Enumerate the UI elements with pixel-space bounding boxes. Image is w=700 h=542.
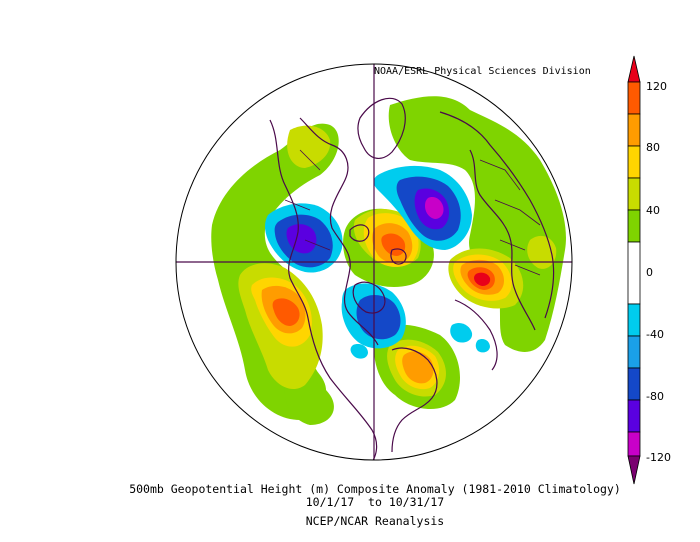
colorbar-seg-40 bbox=[627, 209, 641, 243]
colorbar-seg-120 bbox=[627, 81, 641, 115]
map-title: 500mb Geopotential Height (m) Composite … bbox=[129, 482, 621, 496]
credit-label: NOAA/ESRL Physical Sciences Division bbox=[374, 66, 591, 77]
colorbar-seg-80 bbox=[627, 145, 641, 179]
colorbar-tick-label: -80 bbox=[646, 390, 664, 403]
colorbar-seg-100 bbox=[627, 113, 641, 147]
coast-greenland bbox=[357, 97, 406, 159]
anomaly-magenta-europe bbox=[425, 196, 444, 219]
colorbar-tick-label: -40 bbox=[646, 328, 664, 341]
anomaly-yellowgreen-northwest bbox=[287, 125, 331, 168]
colorbar-seg-0 bbox=[627, 241, 641, 305]
colorbar-seg-neg100 bbox=[627, 431, 641, 457]
map-source: NCEP/NCAR Reanalysis bbox=[305, 514, 445, 528]
colorbar-tick-label: 80 bbox=[646, 141, 660, 154]
colorbar-tick-label: 0 bbox=[646, 266, 653, 279]
colorbar-tick-label: 40 bbox=[646, 204, 660, 217]
colorbar bbox=[627, 55, 641, 485]
anomaly-blue-center bbox=[356, 294, 401, 340]
political-borders bbox=[284, 149, 541, 276]
colorbar-seg-neg40 bbox=[627, 335, 641, 369]
coast-europe-asia bbox=[439, 111, 555, 331]
colorbar-arrow-bottom bbox=[627, 455, 641, 485]
colorbar-arrow-top bbox=[627, 55, 641, 83]
colorbar-tick-label: -120 bbox=[646, 451, 671, 464]
coast-africa bbox=[454, 299, 498, 371]
anomaly-field bbox=[211, 96, 566, 425]
coastlines bbox=[269, 97, 555, 460]
colorbar-tick-label: 120 bbox=[646, 80, 667, 93]
coast-south-america bbox=[391, 347, 438, 453]
globe-border bbox=[175, 63, 573, 461]
colorbar-seg-neg20 bbox=[627, 303, 641, 337]
anomaly-red-east bbox=[474, 272, 491, 286]
anomaly-darkorange-pacific bbox=[272, 298, 300, 326]
anomaly-lightblue-small2 bbox=[475, 338, 490, 353]
anomaly-lightblue-small1 bbox=[450, 322, 473, 343]
map-date-range: 10/1/17 to 10/31/17 bbox=[305, 495, 445, 509]
anomaly-darkorange-arctic bbox=[381, 233, 406, 256]
anomaly-orange-atlantic bbox=[402, 351, 434, 384]
colorbar-seg-60 bbox=[627, 177, 641, 211]
anomaly-lightblue-small3 bbox=[350, 343, 368, 359]
coast-north-america bbox=[269, 117, 379, 460]
colorbar-seg-neg80 bbox=[627, 399, 641, 433]
colorbar-seg-neg60 bbox=[627, 367, 641, 401]
anomaly-green-south bbox=[284, 379, 334, 425]
